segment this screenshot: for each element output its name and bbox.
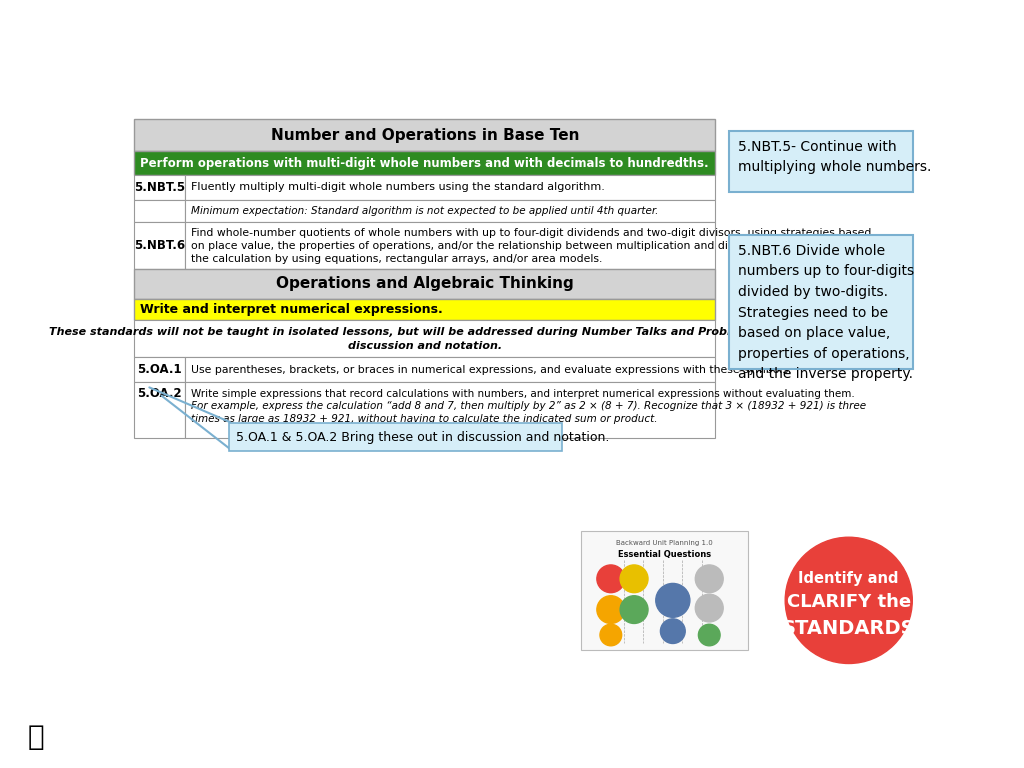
- Circle shape: [655, 584, 690, 617]
- Text: For example, express the calculation “add 8 and 7, then multiply by 2” as 2 × (8: For example, express the calculation “ad…: [190, 401, 866, 424]
- Circle shape: [600, 624, 622, 646]
- Text: CLARIFY the: CLARIFY the: [786, 593, 910, 611]
- Text: STANDARDS: STANDARDS: [782, 618, 915, 637]
- Text: 5.OA.1: 5.OA.1: [137, 363, 181, 376]
- Bar: [134, 151, 716, 174]
- Text: Essential Questions: Essential Questions: [618, 550, 712, 558]
- Bar: [134, 270, 716, 299]
- Text: 🔊: 🔊: [28, 723, 44, 751]
- Text: Backward Unit Planning 1.0: Backward Unit Planning 1.0: [616, 541, 713, 546]
- Bar: [184, 200, 716, 221]
- Text: 5.OA.2: 5.OA.2: [137, 387, 181, 399]
- Circle shape: [698, 624, 720, 646]
- Bar: [134, 119, 716, 151]
- Bar: [582, 531, 748, 650]
- Circle shape: [621, 596, 648, 624]
- Bar: [134, 320, 716, 357]
- Text: Use parentheses, brackets, or braces in numerical expressions, and evaluate expr: Use parentheses, brackets, or braces in …: [190, 365, 792, 375]
- Circle shape: [660, 619, 685, 644]
- Bar: [134, 357, 184, 382]
- Text: Perform operations with multi-digit whole numbers and with decimals to hundredth: Perform operations with multi-digit whol…: [140, 157, 709, 170]
- Bar: [134, 174, 184, 200]
- Bar: [134, 221, 184, 270]
- Circle shape: [785, 538, 912, 664]
- Bar: [134, 382, 184, 438]
- Circle shape: [621, 565, 648, 593]
- Text: 5.NBT.5- Continue with
multiplying whole numbers.: 5.NBT.5- Continue with multiplying whole…: [738, 140, 931, 174]
- Circle shape: [695, 565, 723, 593]
- Text: Operations and Algebraic Thinking: Operations and Algebraic Thinking: [275, 276, 573, 291]
- Bar: [729, 234, 913, 369]
- Bar: [729, 131, 913, 192]
- Bar: [134, 299, 716, 320]
- Text: Identify and: Identify and: [799, 571, 899, 586]
- Bar: [228, 423, 562, 451]
- Text: These standards will not be taught in isolated lessons, but will be addressed du: These standards will not be taught in is…: [49, 326, 801, 350]
- Circle shape: [695, 594, 723, 622]
- Text: Write and interpret numerical expressions.: Write and interpret numerical expression…: [140, 303, 443, 316]
- Text: Write simple expressions that record calculations with numbers, and interpret nu: Write simple expressions that record cal…: [190, 389, 854, 399]
- Text: 5.NBT.6 Divide whole
numbers up to four-digits
divided by two-digits.
Strategies: 5.NBT.6 Divide whole numbers up to four-…: [738, 244, 914, 382]
- Bar: [184, 174, 716, 200]
- Bar: [184, 382, 716, 438]
- Text: Number and Operations in Base Ten: Number and Operations in Base Ten: [270, 127, 580, 143]
- Circle shape: [597, 565, 625, 593]
- Circle shape: [597, 596, 625, 624]
- Text: Fluently multiply multi-digit whole numbers using the standard algorithm.: Fluently multiply multi-digit whole numb…: [190, 182, 604, 192]
- Text: Find whole-number quotients of whole numbers with up to four-digit dividends and: Find whole-number quotients of whole num…: [190, 227, 881, 264]
- Text: 5.NBT.6: 5.NBT.6: [134, 239, 185, 252]
- Bar: [184, 357, 716, 382]
- Text: 5.OA.1 & 5.OA.2 Bring these out in discussion and notation.: 5.OA.1 & 5.OA.2 Bring these out in discu…: [237, 431, 610, 444]
- Bar: [134, 200, 184, 221]
- Text: Minimum expectation: Standard algorithm is not expected to be applied until 4th : Minimum expectation: Standard algorithm …: [190, 206, 658, 216]
- Text: 5.NBT.5: 5.NBT.5: [134, 180, 185, 194]
- Bar: [184, 221, 716, 270]
